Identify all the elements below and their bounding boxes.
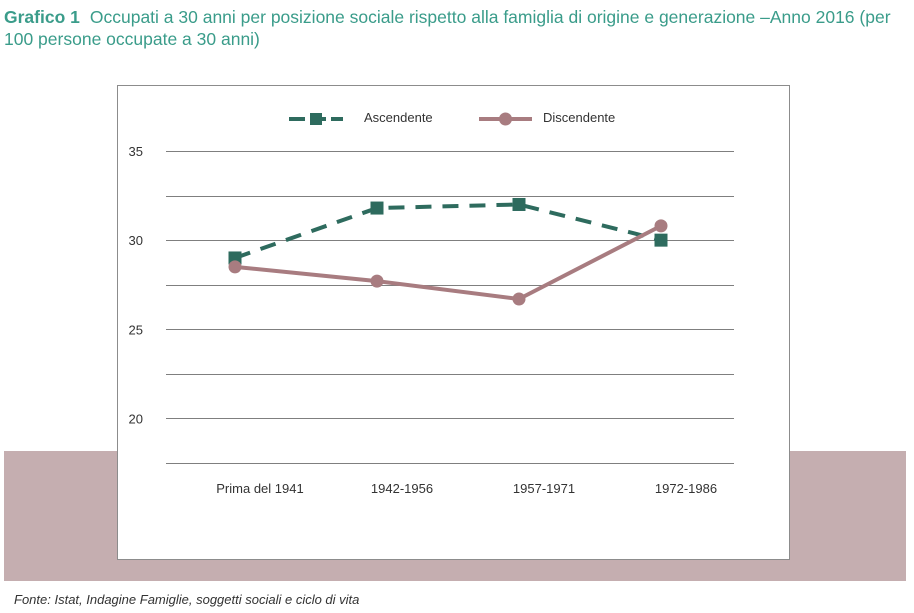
series-line-discendente — [234, 224, 662, 301]
x-axis-ticks: Prima del 1941 1942-1956 1957-1971 1972-198… — [216, 481, 717, 496]
chart-label: Grafico 1 — [4, 7, 80, 27]
source-note: Fonte: Istat, Indagine Famiglie, soggett… — [14, 592, 360, 607]
y-axis-ticks: 20 25 30 35 — [129, 144, 143, 426]
x-tick-label: 1942-1956 — [371, 481, 433, 496]
legend: Ascendente Discendente — [289, 110, 615, 126]
chart-title: Grafico 1 Occupati a 30 anni per posizion… — [4, 6, 910, 50]
data-point-ascendente — [228, 251, 242, 265]
data-point-discendente — [370, 274, 384, 288]
y-tick-label: 25 — [129, 322, 143, 337]
legend-label-discendente: Discendente — [543, 110, 615, 125]
y-tick-label: 30 — [129, 233, 143, 248]
series-layer — [228, 197, 668, 306]
legend-marker-ascendente — [310, 113, 322, 125]
gridlines — [166, 151, 734, 464]
x-tick-label: Prima del 1941 — [216, 481, 303, 496]
legend-label-ascendente: Ascendente — [364, 110, 433, 125]
data-point-discendente — [512, 292, 526, 306]
data-point-discendente — [228, 260, 242, 274]
data-point-ascendente — [654, 233, 668, 247]
y-tick-label: 20 — [129, 411, 143, 426]
chart-frame — [117, 85, 790, 560]
series-line-ascendente — [234, 202, 662, 260]
data-point-discendente — [654, 219, 668, 233]
y-tick-label: 35 — [129, 144, 143, 159]
data-point-ascendente — [370, 201, 384, 215]
data-point-ascendente — [512, 197, 526, 211]
legend-marker-discendente — [499, 112, 512, 126]
chart-title-text: Occupati a 30 anni per posizione sociale… — [4, 7, 891, 49]
x-tick-label: 1972-1986 — [655, 481, 717, 496]
x-tick-label: 1957-1971 — [513, 481, 575, 496]
